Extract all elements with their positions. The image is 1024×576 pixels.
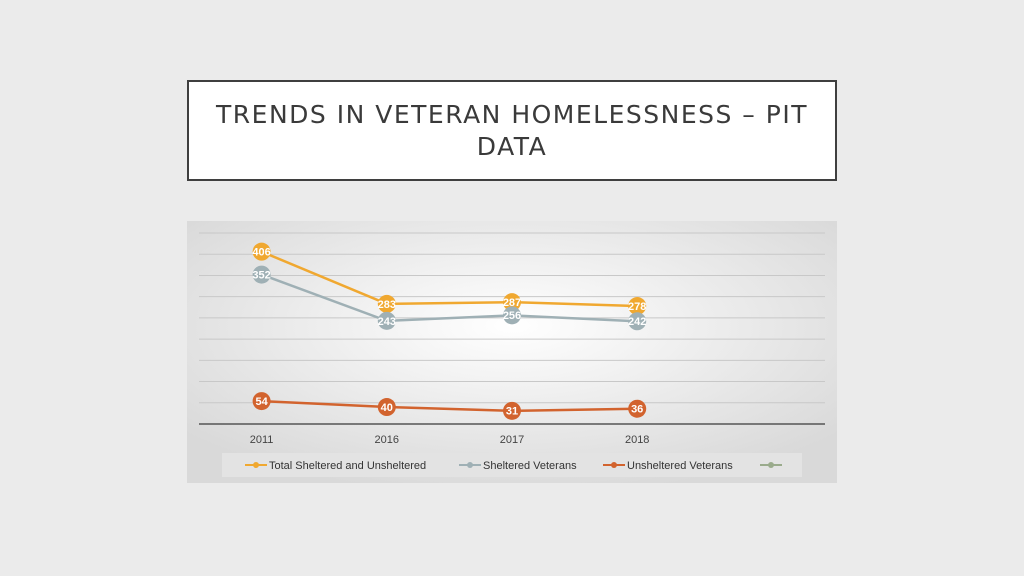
legend-label: Unsheltered Veterans — [627, 460, 733, 472]
data-point — [252, 242, 271, 261]
data-point — [503, 293, 521, 312]
data-label: 31 — [506, 406, 518, 418]
data-label: 36 — [631, 404, 643, 416]
data-point — [252, 392, 271, 411]
legend-label: Total Sheltered and Unsheltered — [269, 460, 426, 472]
data-point — [503, 401, 521, 420]
x-tick-label: 2018 — [625, 434, 649, 446]
data-point — [628, 399, 647, 418]
data-point — [628, 312, 647, 331]
data-label: 40 — [381, 402, 393, 414]
data-label: 287 — [503, 297, 521, 309]
legend-marker — [467, 462, 473, 468]
x-tick-label: 2011 — [250, 434, 274, 446]
x-tick-label: 2017 — [500, 434, 524, 446]
data-point — [503, 306, 521, 325]
legend-marker — [768, 462, 774, 468]
series-line — [261, 399, 638, 413]
series-line — [261, 273, 638, 323]
legend-marker — [253, 462, 259, 468]
data-point — [628, 297, 647, 316]
data-label: 243 — [378, 316, 396, 328]
data-point — [252, 265, 271, 284]
data-label: 283 — [378, 299, 396, 311]
legend-label: Sheltered Veterans — [483, 460, 577, 472]
data-label: 256 — [503, 310, 521, 322]
data-label: 242 — [628, 316, 646, 328]
data-point — [377, 294, 396, 313]
data-label: 54 — [255, 396, 268, 408]
title-box: TRENDS IN VETERAN HOMELESSNESS – PIT DAT… — [187, 80, 837, 181]
slide-title: TRENDS IN VETERAN HOMELESSNESS – PIT DAT… — [216, 99, 808, 161]
data-point — [377, 311, 396, 330]
legend-marker — [611, 462, 617, 468]
x-tick-label: 2016 — [375, 434, 399, 446]
data-label: 406 — [252, 247, 270, 259]
legend-box — [222, 453, 802, 477]
data-label: 352 — [252, 270, 270, 282]
series-line — [261, 250, 638, 308]
data-point — [377, 398, 396, 417]
data-label: 278 — [628, 301, 646, 313]
